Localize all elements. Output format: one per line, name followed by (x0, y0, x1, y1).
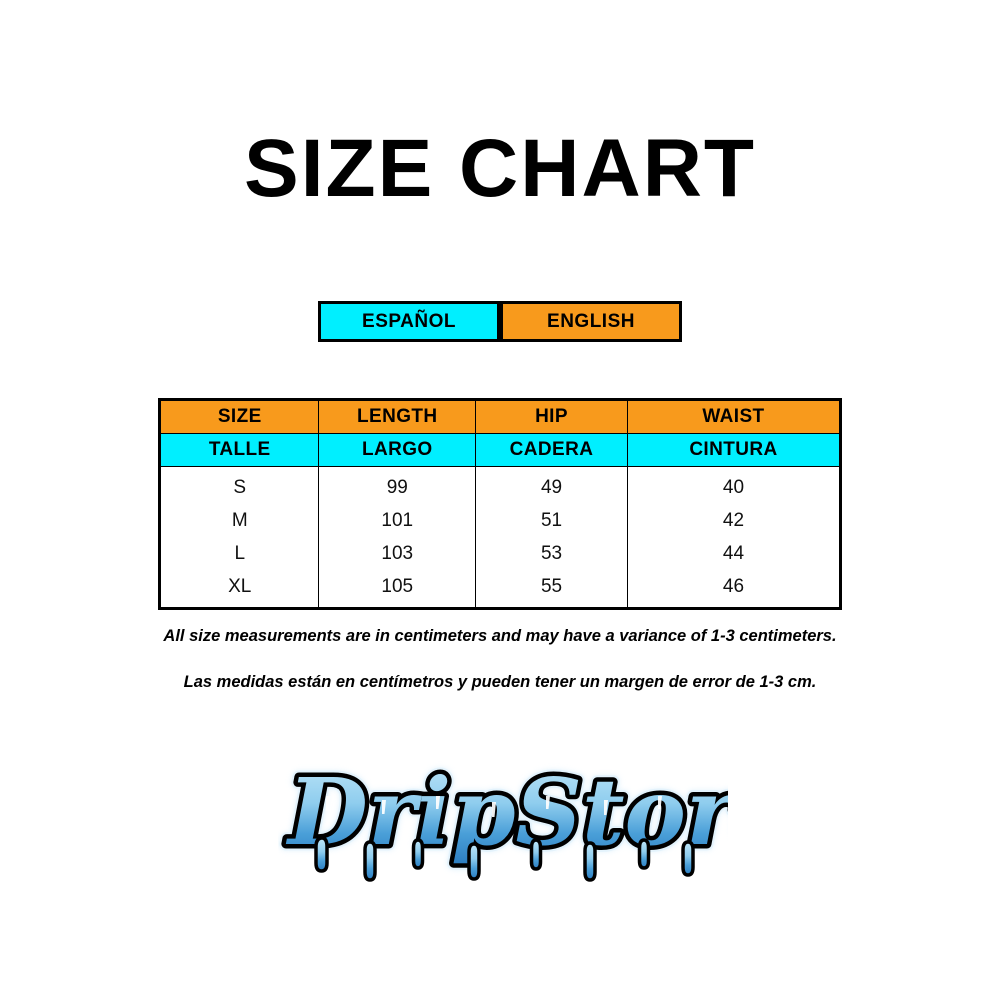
table-row: XL 105 55 46 (161, 570, 839, 607)
cell-hip: 49 (475, 466, 628, 504)
header-largo: LARGO (318, 433, 477, 467)
cell-length: 105 (318, 570, 477, 607)
language-button-english[interactable]: ENGLISH (503, 304, 679, 339)
svg-text:DripStore: DripStore (285, 760, 728, 866)
table-header-row-spanish: TALLE LARGO CADERA CINTURA (161, 433, 839, 467)
page-title: SIZE CHART (244, 123, 756, 214)
header-size: SIZE (161, 401, 320, 434)
header-cintura: CINTURA (626, 433, 839, 467)
header-waist: WAIST (626, 401, 839, 434)
header-hip: HIP (475, 401, 628, 434)
table-row: L 103 53 44 (161, 537, 839, 570)
cell-size: XL (161, 570, 320, 607)
dripstore-graffiti-logo-icon: DripStore DripStore DripStore (279, 760, 728, 882)
cell-size: M (161, 504, 320, 537)
language-button-spanish[interactable]: ESPAÑOL (321, 304, 497, 339)
brand-logo: DripStore DripStore DripStore (278, 760, 728, 885)
cell-hip: 53 (475, 537, 628, 570)
cell-hip: 51 (475, 504, 628, 537)
cell-waist: 46 (626, 570, 839, 607)
cell-waist: 44 (626, 537, 839, 570)
header-length: LENGTH (318, 401, 477, 434)
cell-waist: 42 (626, 504, 839, 537)
table-header-row-english: SIZE LENGTH HIP WAIST (161, 401, 839, 434)
cell-length: 101 (318, 504, 477, 537)
table-row: M 101 51 42 (161, 504, 839, 537)
table-row: S 99 49 40 (161, 466, 839, 504)
size-table-container: SIZE LENGTH HIP WAIST TALLE LARGO CADERA… (158, 398, 842, 610)
cell-waist: 40 (626, 466, 839, 504)
cell-length: 99 (318, 466, 477, 504)
measurement-notes: All size measurements are in centimeters… (0, 628, 1000, 690)
cell-hip: 55 (475, 570, 628, 607)
note-spanish: Las medidas están en centímetros y puede… (183, 672, 817, 691)
cell-length: 103 (318, 537, 477, 570)
header-talle: TALLE (161, 433, 320, 467)
size-table: SIZE LENGTH HIP WAIST TALLE LARGO CADERA… (161, 401, 839, 607)
cell-size: S (161, 466, 320, 504)
svg-text:DripStore: DripStore (285, 760, 728, 866)
language-toggle[interactable]: ESPAÑOL ENGLISH (318, 301, 682, 342)
cell-size: L (161, 537, 320, 570)
note-english: All size measurements are in centimeters… (163, 627, 837, 645)
svg-text:DripStore: DripStore (285, 760, 728, 866)
header-cadera: CADERA (475, 433, 628, 467)
